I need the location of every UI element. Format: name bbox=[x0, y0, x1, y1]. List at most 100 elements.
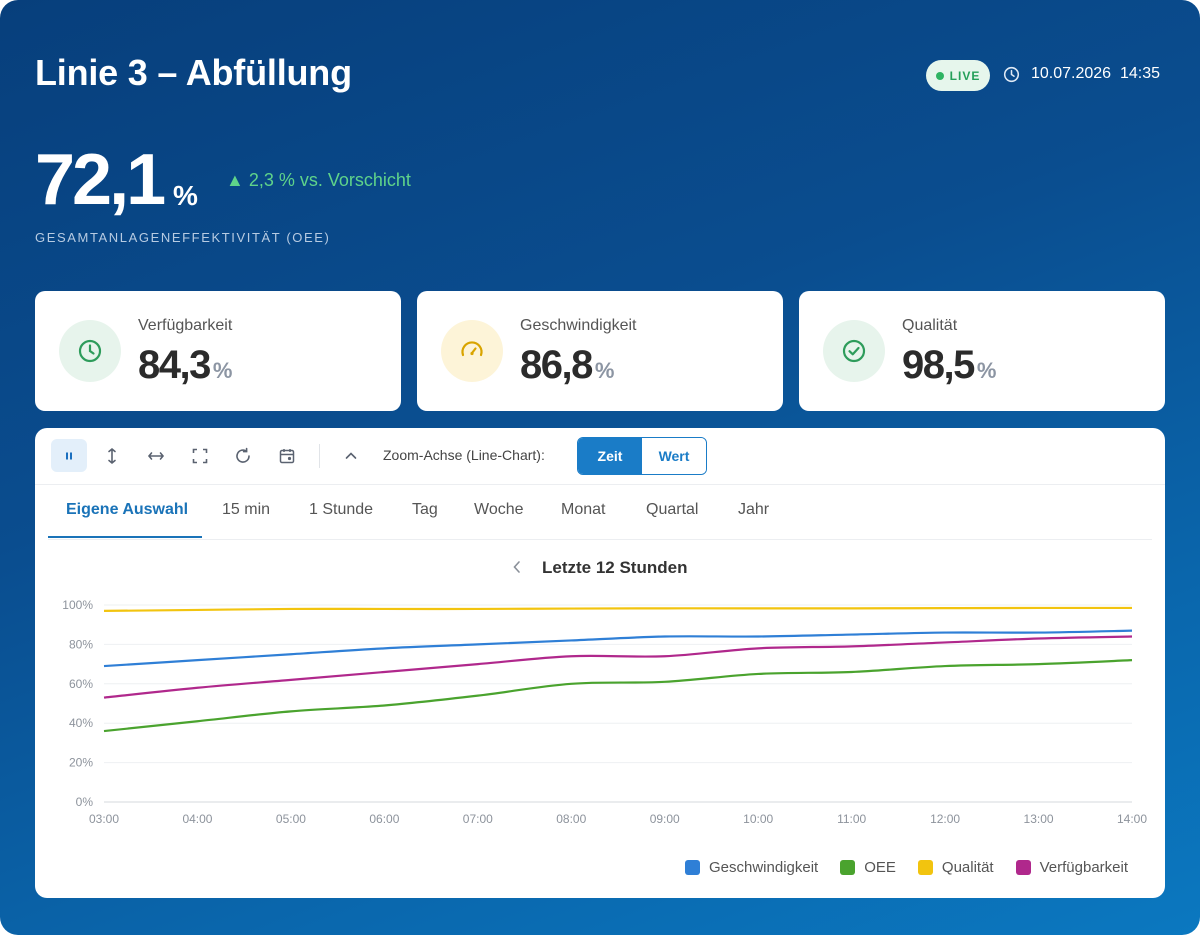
kpi-value: 86,8% bbox=[520, 343, 614, 388]
fullscreen-icon bbox=[192, 448, 208, 463]
legend-label: Geschwindigkeit bbox=[709, 859, 819, 876]
x-tick-label: 03:00 bbox=[89, 812, 119, 826]
x-tick-label: 06:00 bbox=[369, 812, 399, 826]
x-tick-label: 07:00 bbox=[463, 812, 493, 826]
zoom-axis-toggle: Zeit Wert bbox=[577, 437, 707, 475]
collapse-button[interactable] bbox=[333, 439, 369, 472]
toolbar-divider bbox=[319, 444, 320, 468]
legend-label: Qualität bbox=[941, 859, 994, 876]
x-tick-label: 14:00 bbox=[1117, 812, 1147, 826]
zoom-axis-label: Zoom-Achse (Line-Chart): bbox=[383, 447, 545, 463]
series-line-qualit-t bbox=[103, 606, 1133, 613]
series-line-oee bbox=[103, 659, 1133, 733]
previous-range-button[interactable] bbox=[511, 559, 523, 580]
check-circle-icon bbox=[842, 339, 866, 363]
horizontal-zoom-icon bbox=[147, 451, 165, 460]
x-tick-label: 12:00 bbox=[930, 812, 960, 826]
pause-icon bbox=[66, 452, 72, 459]
line-chart: 0% 20% 40% 60% 80% 100% 03:00 04:00 05:00 06:00 07… bbox=[62, 598, 1147, 826]
oee-label: GESAMTANLAGENEFFEKTIVITÄT (OEE) bbox=[35, 230, 331, 245]
vertical-zoom-button[interactable] bbox=[94, 439, 130, 472]
fullscreen-button[interactable] bbox=[182, 439, 218, 472]
range-title: Letzte 12 Stunden bbox=[542, 558, 688, 577]
kpi-icon-wrap bbox=[441, 320, 503, 382]
kpi-number: 84,3 bbox=[138, 343, 211, 387]
kpi-label: Verfügbarkeit bbox=[138, 317, 233, 334]
active-tab-indicator bbox=[48, 536, 202, 538]
chart-legend: Geschwindigkeit OEE Qualität Verfügbarkeit bbox=[685, 859, 1128, 876]
legend-swatch bbox=[917, 860, 933, 875]
kpi-label: Qualität bbox=[902, 317, 958, 334]
x-tick-label: 05:00 bbox=[276, 812, 306, 826]
legend-label: Verfügbarkeit bbox=[1039, 859, 1128, 876]
zoom-axis-time-button[interactable]: Zeit bbox=[578, 438, 642, 474]
clock-icon bbox=[1003, 66, 1020, 83]
time-text: 14:35 bbox=[1119, 65, 1161, 82]
tab-tag[interactable]: Tag bbox=[412, 501, 438, 518]
kpi-icon-wrap bbox=[59, 320, 121, 382]
range-tabs: Eigene Auswahl 15 min 1 Stunde Tag Woche… bbox=[48, 485, 1152, 540]
x-tick-label: 10:00 bbox=[743, 812, 773, 826]
tab-1-stunde[interactable]: 1 Stunde bbox=[309, 501, 374, 518]
kpi-value: 98,5% bbox=[902, 343, 996, 388]
y-tick-label: 20% bbox=[69, 756, 93, 770]
oee-trend: ▲ 2,3 % vs. Vorschicht bbox=[226, 170, 411, 190]
chart-toolbar: Zoom-Achse (Line-Chart): Zeit Wert bbox=[35, 428, 1165, 485]
kpi-number: 86,8 bbox=[520, 343, 593, 387]
kpi-unit: % bbox=[212, 358, 233, 383]
y-tick-label: 40% bbox=[69, 716, 93, 730]
kpi-card-geschwindigkeit: Geschwindigkeit 86,8% bbox=[417, 291, 783, 411]
series-line-geschwindigkeit bbox=[103, 629, 1133, 668]
legend-swatch bbox=[840, 860, 856, 875]
live-label: LIVE bbox=[949, 68, 981, 83]
tab-15-min[interactable]: 15 min bbox=[222, 501, 271, 518]
legend-swatch bbox=[685, 860, 700, 875]
tab-woche[interactable]: Woche bbox=[474, 501, 524, 518]
y-tick-label: 0% bbox=[76, 795, 94, 809]
tab-eigene-auswahl[interactable]: Eigene Auswahl bbox=[66, 501, 189, 518]
legend-item[interactable]: OEE bbox=[840, 859, 896, 876]
calendar-icon bbox=[279, 448, 295, 463]
tab-quartal[interactable]: Quartal bbox=[646, 501, 699, 518]
kpi-number: 98,5 bbox=[902, 343, 975, 387]
calendar-button[interactable] bbox=[269, 439, 305, 472]
datetime: 10.07.2026 14:35 bbox=[1031, 65, 1160, 83]
series-line-verf-gbarkeit bbox=[103, 635, 1133, 699]
zoom-axis-value-button[interactable]: Wert bbox=[642, 438, 706, 474]
horizontal-zoom-button[interactable] bbox=[138, 439, 174, 472]
kpi-card-qualitaet: Qualität 98,5% bbox=[799, 291, 1165, 411]
live-badge: LIVE bbox=[926, 60, 990, 91]
chart-panel: Zoom-Achse (Line-Chart): Zeit Wert Eigen… bbox=[35, 428, 1165, 898]
y-tick-label: 80% bbox=[69, 637, 93, 651]
chevron-left-icon bbox=[513, 561, 520, 573]
y-tick-label: 60% bbox=[69, 677, 93, 691]
oee-unit: % bbox=[173, 180, 198, 211]
y-tick-label: 100% bbox=[62, 598, 93, 612]
kpi-icon-wrap bbox=[823, 320, 885, 382]
oee-value: 72,1 bbox=[35, 140, 166, 220]
x-tick-label: 11:00 bbox=[837, 812, 866, 826]
kpi-card-verfuegbarkeit: Verfügbarkeit 84,3% bbox=[35, 291, 401, 411]
tab-jahr[interactable]: Jahr bbox=[738, 501, 770, 518]
x-tick-label: 13:00 bbox=[1024, 812, 1054, 826]
legend-item[interactable]: Qualität bbox=[917, 859, 994, 876]
refresh-button[interactable] bbox=[225, 439, 261, 472]
chevron-up-icon bbox=[345, 451, 357, 459]
clock-icon bbox=[78, 339, 102, 363]
kpi-unit: % bbox=[594, 358, 615, 383]
vertical-zoom-icon bbox=[108, 447, 116, 464]
legend-swatch bbox=[1015, 860, 1031, 875]
tab-monat[interactable]: Monat bbox=[561, 501, 606, 518]
legend-item[interactable]: Verfügbarkeit bbox=[1015, 859, 1128, 876]
kpi-label: Geschwindigkeit bbox=[520, 317, 637, 334]
refresh-icon bbox=[236, 447, 250, 463]
x-tick-label: 09:00 bbox=[650, 812, 680, 826]
legend-label: OEE bbox=[864, 859, 896, 876]
pause-button[interactable] bbox=[51, 439, 87, 472]
legend-item[interactable]: Geschwindigkeit bbox=[685, 859, 818, 876]
x-tick-label: 08:00 bbox=[556, 812, 586, 826]
x-tick-label: 04:00 bbox=[182, 812, 212, 826]
speedometer-icon bbox=[461, 341, 483, 357]
page-title: Linie 3 – Abfüllung bbox=[35, 52, 352, 93]
